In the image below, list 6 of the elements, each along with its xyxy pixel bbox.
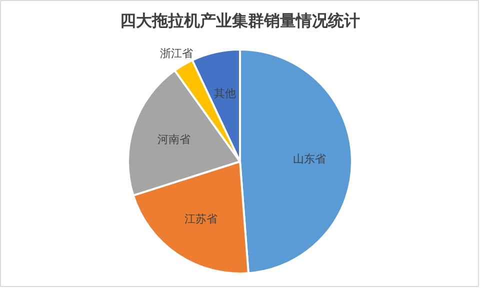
slice-label: 河南省	[158, 133, 191, 146]
slice-label: 其他	[214, 87, 236, 100]
chart-title: 四大拖拉机产业集群销量情况统计	[120, 11, 360, 30]
slice-label: 山东省	[292, 152, 326, 166]
slice-label: 浙江省	[160, 46, 193, 60]
slice-label: 江苏省	[184, 212, 218, 226]
